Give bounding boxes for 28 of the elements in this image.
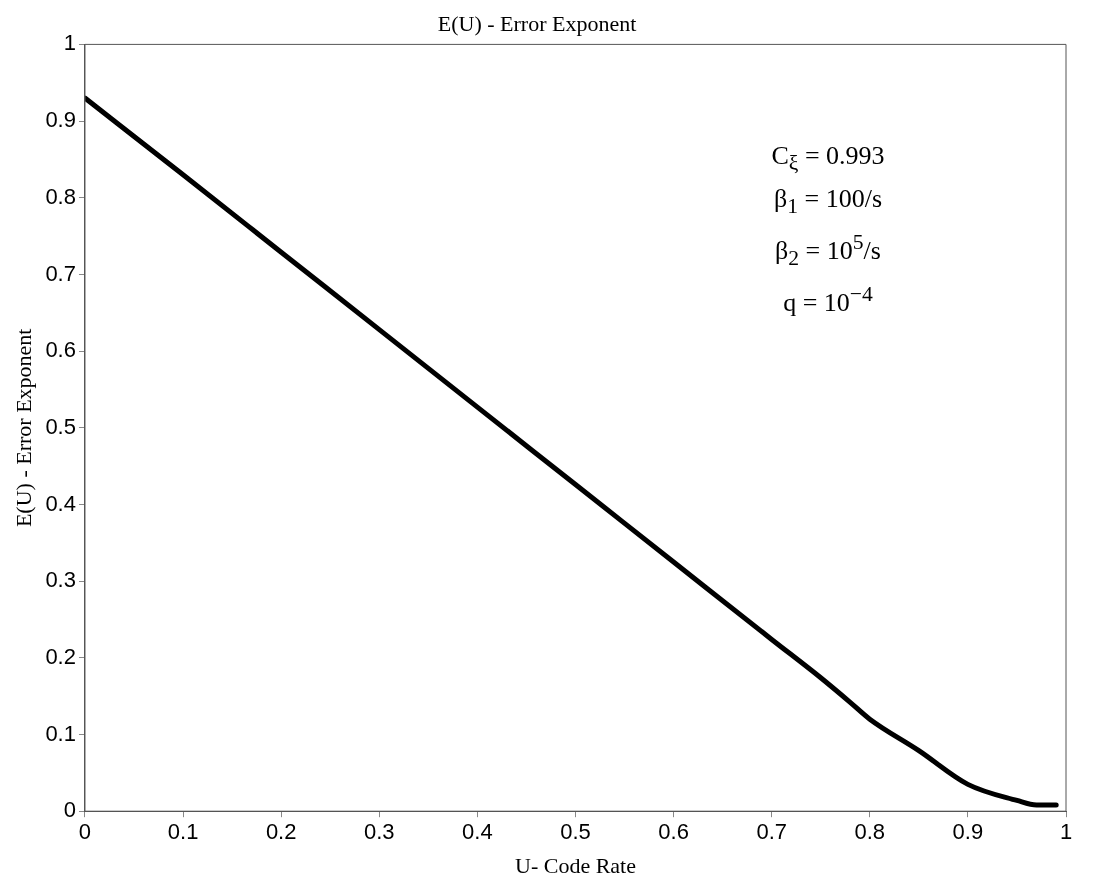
annotation: C$_{ξ}$ = 0.993 [770, 140, 886, 178]
x-tick-label: 0.8 [854, 819, 886, 845]
x-axis-title: U- Code Rate [515, 852, 636, 878]
y-tick-label: 0.2 [45, 643, 76, 669]
y-tick-label: 0 [63, 797, 76, 823]
x-tick-label: 0.3 [363, 819, 395, 845]
y-tick-label: 0.3 [45, 567, 76, 593]
x-tick-label: 0.2 [265, 819, 297, 845]
y-tick-label: 0.6 [45, 337, 76, 363]
y-tick-label: 0.7 [45, 260, 76, 286]
x-tick-label: 0.5 [560, 819, 591, 845]
y-tick-label: 0.9 [45, 107, 76, 133]
x-tick-label: 0.1 [167, 819, 199, 845]
y-axis-title: E(U) - Error Exponent [10, 328, 36, 528]
x-tick-label: 0.7 [756, 819, 787, 845]
y-tick-label: 0.1 [45, 720, 76, 746]
x-tick-label: 0.4 [462, 819, 493, 845]
x-tick-label: 1 [1059, 819, 1073, 845]
chart-title: E(U) - Error Exponent [437, 10, 637, 36]
x-tick-label: 0.6 [658, 819, 689, 845]
x-tick-label: 0.9 [952, 819, 984, 845]
y-tick-label: 1 [63, 30, 76, 56]
y-tick-label: 0.8 [45, 183, 76, 209]
y-tick-label: 0.5 [45, 413, 76, 439]
annotation: β$_{1}$ = 100/s [772, 183, 884, 221]
annotation: q = 10$^{−4}$ [782, 281, 874, 319]
y-tick-label: 0.4 [45, 490, 76, 516]
annotation: β$_{2}$ = 10$^{5}$/s [774, 229, 882, 273]
